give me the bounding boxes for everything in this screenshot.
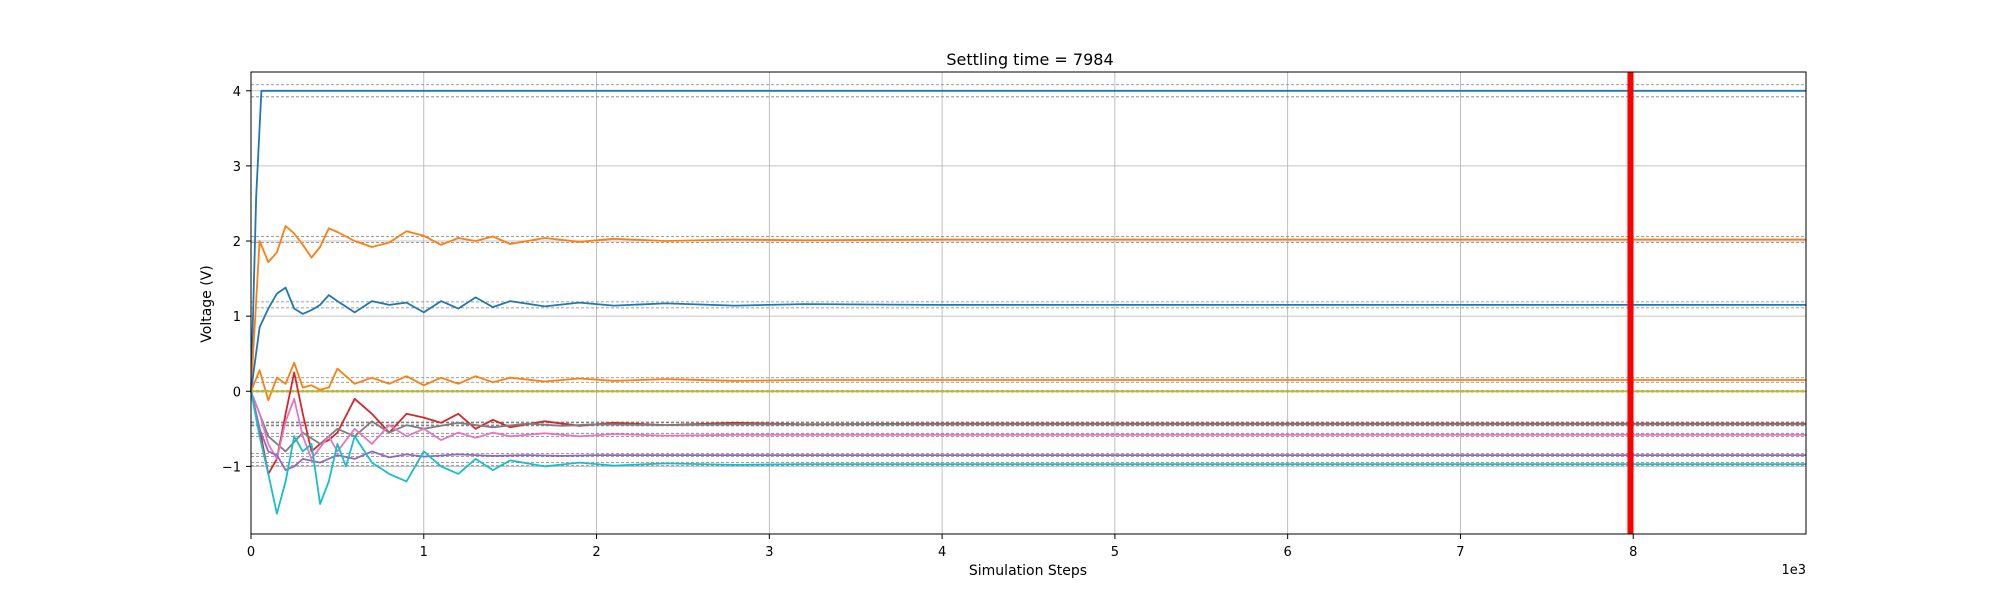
plot-frame <box>250 71 1807 535</box>
y-tick-label: 2 <box>233 235 241 250</box>
series-line <box>250 89 1806 392</box>
y-axis-label: Voltage (V) <box>199 265 215 342</box>
x-axis-ticks: 0 1 2 3 4 5 6 7 8 <box>247 534 1637 560</box>
x-tick-label: 7 <box>1456 545 1464 560</box>
series-line <box>250 390 1806 460</box>
x-axis-label: Simulation Steps <box>969 563 1087 579</box>
x-tick-label: 3 <box>765 545 773 560</box>
y-tick-label: 0 <box>233 385 241 400</box>
series-line <box>250 390 1806 453</box>
x-tick-label: 4 <box>938 545 946 560</box>
series-line <box>250 225 1806 392</box>
series-line <box>250 391 1806 515</box>
series-line <box>250 286 1806 392</box>
y-tick-label: 4 <box>233 85 241 100</box>
y-axis-ticks: −1 0 1 2 3 4 <box>222 85 251 475</box>
x-tick-label: 8 <box>1629 545 1637 560</box>
series-line <box>250 361 1806 402</box>
x-tick-label: 1 <box>420 545 428 560</box>
series-line <box>250 391 1806 472</box>
chart-title: Settling time = 7984 <box>946 50 1113 69</box>
y-tick-label: −1 <box>222 460 241 475</box>
y-tick-label: 1 <box>233 310 241 325</box>
series-lines <box>250 89 1806 515</box>
x-axis-offset-text: 1e3 <box>1781 563 1806 578</box>
y-tick-label: 3 <box>233 160 241 175</box>
x-tick-label: 6 <box>1284 545 1292 560</box>
x-tick-label: 2 <box>592 545 600 560</box>
x-tick-label: 0 <box>247 545 255 560</box>
x-tick-label: 5 <box>1111 545 1119 560</box>
